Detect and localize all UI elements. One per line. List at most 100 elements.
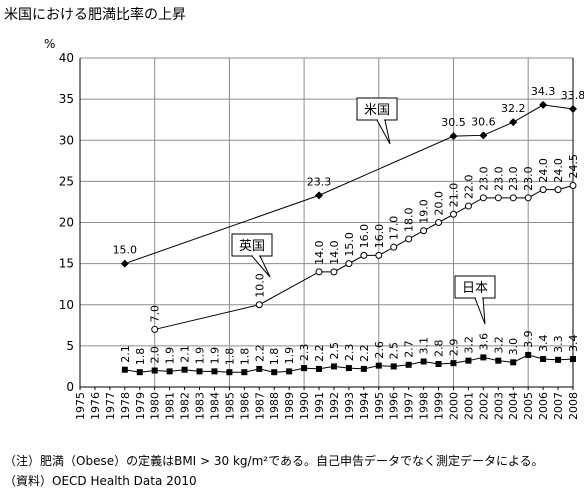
data-label: 21.0 (447, 183, 460, 208)
data-label: 33.8 (561, 89, 584, 102)
data-point-circle (151, 325, 159, 333)
data-label: 30.5 (441, 116, 466, 129)
data-point-square (345, 365, 352, 372)
y-tick-label: 10 (59, 298, 74, 312)
callout-box (356, 97, 398, 121)
data-label: 30.6 (471, 115, 496, 128)
data-point-circle (479, 194, 487, 202)
x-tick-label: 1975 (74, 392, 87, 420)
data-label: 10.0 (253, 273, 266, 298)
data-label: 7.0 (149, 305, 162, 323)
data-point-square (256, 365, 263, 372)
x-tick-label: 1983 (194, 392, 207, 420)
data-point-square (555, 356, 562, 363)
data-point-circle (494, 194, 502, 202)
data-point-square (420, 358, 427, 365)
data-point-square (405, 361, 412, 368)
y-tick-label: 15 (59, 257, 74, 271)
x-tick-label: 1990 (298, 392, 311, 420)
callout-pointer (474, 297, 486, 325)
x-tick-label: 2006 (537, 392, 550, 420)
data-label: 23.0 (507, 166, 520, 191)
data-point-diamond (449, 132, 458, 141)
data-point-square (480, 354, 487, 361)
callout-box (231, 233, 273, 257)
x-tick-label: 1997 (403, 392, 416, 420)
data-label: 2.8 (433, 339, 446, 357)
data-label: 24.0 (552, 158, 565, 183)
data-label: 23.3 (307, 175, 332, 188)
y-tick-label: 20 (59, 216, 74, 230)
data-label: 3.1 (418, 337, 431, 355)
x-tick-label: 2004 (507, 392, 520, 420)
x-tick-label: 1994 (358, 392, 371, 420)
data-label: 32.2 (501, 102, 526, 115)
data-label: 22.0 (462, 175, 475, 200)
data-point-square (316, 365, 323, 372)
data-point-circle (255, 301, 263, 309)
data-point-square (510, 359, 517, 366)
data-label: 2.1 (179, 345, 192, 363)
data-point-circle (435, 219, 443, 226)
data-point-square (435, 360, 442, 367)
definition-note: （注）肥満（Obese）の定義はBMI > 30 kg/m²である。自己申告デー… (4, 454, 544, 468)
data-label: 23.0 (522, 166, 535, 191)
x-tick-label: 1984 (208, 392, 221, 420)
x-tick-label: 1993 (343, 392, 356, 420)
data-point-square (360, 365, 367, 372)
x-tick-label: 1989 (283, 392, 296, 420)
data-point-diamond (509, 118, 518, 127)
data-point-circle (539, 186, 547, 194)
x-tick-label: 2000 (447, 392, 460, 420)
y-tick-label: 5 (66, 339, 74, 353)
y-tick-label: 0 (66, 380, 74, 394)
x-tick-label: 2001 (462, 392, 475, 420)
data-label: 2.7 (403, 340, 416, 358)
x-tick-label: 1976 (89, 392, 102, 420)
data-label: 3.4 (567, 335, 580, 353)
data-point-diamond (315, 191, 324, 200)
data-label: 1.8 (134, 348, 147, 366)
data-point-circle (345, 260, 353, 268)
data-label: 1.8 (223, 348, 236, 366)
data-label: 23.0 (492, 166, 505, 191)
data-point-diamond (569, 104, 577, 113)
x-tick-label: 1981 (164, 392, 177, 420)
source-note: （資料）OECD Health Data 2010 (4, 474, 197, 488)
y-tick-label: 25 (59, 174, 74, 188)
data-label: 2.2 (358, 344, 371, 362)
series-name-label: 日本 (462, 281, 488, 296)
data-point-diamond (120, 259, 129, 268)
data-point-circle (464, 202, 472, 210)
y-tick-label: 30 (59, 133, 74, 147)
data-label: 1.8 (268, 348, 281, 366)
data-point-square (181, 366, 188, 373)
data-label: 2.5 (388, 342, 401, 360)
data-label: 23.0 (477, 166, 490, 191)
data-point-circle (420, 227, 428, 235)
data-point-circle (449, 210, 457, 218)
y-tick-label: 35 (59, 92, 74, 106)
x-tick-label: 1977 (104, 392, 117, 420)
data-point-square (226, 369, 233, 376)
data-point-circle (315, 268, 323, 276)
data-point-square (286, 368, 293, 375)
chart-title: 米国における肥満比率の上昇 (4, 7, 186, 23)
data-label: 1.9 (283, 347, 296, 365)
data-label: 3.0 (507, 338, 520, 356)
x-tick-label: 2008 (567, 392, 580, 420)
x-tick-label: 1992 (328, 392, 341, 420)
data-point-square (241, 369, 248, 376)
data-label: 3.6 (477, 333, 490, 351)
data-point-square (375, 362, 382, 369)
data-point-diamond (539, 100, 548, 109)
data-label: 2.2 (313, 344, 326, 362)
data-point-square (136, 369, 143, 376)
data-label: 18.0 (403, 207, 416, 232)
data-point-square (166, 368, 173, 375)
y-tick-label: 40 (59, 51, 74, 65)
data-label: 3.4 (537, 335, 550, 353)
data-point-square (330, 363, 337, 370)
callout-pointer (251, 255, 271, 278)
